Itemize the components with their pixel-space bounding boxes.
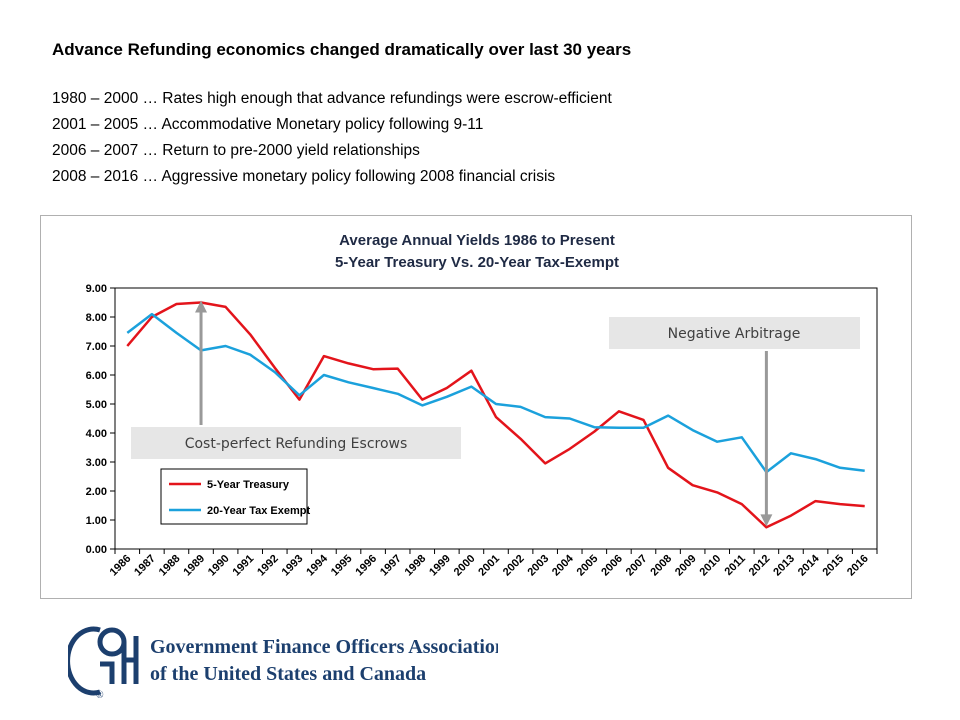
period-item: 2001 – 2005 … Accommodative Monetary pol… [52, 116, 484, 133]
x-tick-label: 1989 [181, 553, 207, 579]
legend-box [160, 468, 308, 525]
x-tick-label: 1996 [353, 553, 379, 579]
gfoa-logo: ® Government Finance Officers Associatio… [65, 620, 506, 701]
callout-box-negative [609, 317, 860, 349]
x-tick-label: 1991 [231, 553, 257, 579]
x-tick-label: 2004 [550, 552, 576, 578]
gfoa-emblem-icon: ® Government Finance Officers Associatio… [65, 626, 506, 701]
chart-callouts: Cost-perfect Refunding Escrows Negative … [131, 300, 860, 527]
y-tick-label: 4.00 [86, 428, 107, 440]
x-tick-label: 2002 [501, 553, 527, 579]
x-tick-label: 2000 [452, 553, 478, 579]
x-tick-label: 2015 [820, 553, 846, 579]
y-tick-label: 5.00 [86, 399, 107, 411]
chart-legend: 5-Year Treasury 20-Year Tax Exempt [160, 468, 310, 525]
callout-box-escrows [131, 427, 461, 459]
arrow-head-down-icon [760, 514, 773, 527]
x-tick-label: 1997 [378, 553, 404, 579]
chart-title: Average Annual Yields 1986 to Present [339, 232, 615, 249]
x-tick-label: 1986 [108, 553, 134, 579]
chart-subtitle: 5-Year Treasury Vs. 20-Year Tax-Exempt [335, 254, 619, 271]
slide-title: Advance Refunding economics changed dram… [52, 40, 632, 59]
legend-label-treasury: 5-Year Treasury [207, 479, 290, 491]
x-tick-label: 2010 [698, 553, 724, 579]
y-tick-label: 3.00 [86, 457, 107, 469]
legend-label-tax-exempt: 20-Year Tax Exempt [207, 505, 310, 517]
callout-negative-arbitrage: Negative Arbitrage [668, 326, 801, 342]
period-item: 2006 – 2007 … Return to pre-2000 yield r… [52, 142, 420, 159]
period-item: 1980 – 2000 … Rates high enough that adv… [52, 90, 612, 107]
x-tick-label: 2013 [771, 553, 797, 579]
x-tick-label: 1999 [427, 553, 453, 579]
callout-escrows: Cost-perfect Refunding Escrows [185, 436, 408, 452]
registered-mark: ® [96, 690, 104, 700]
plot-area [114, 287, 878, 550]
y-tick-label: 7.00 [86, 341, 107, 353]
y-tick-label: 1.00 [86, 515, 107, 527]
arrow-head-up-icon [195, 300, 208, 313]
x-tick-label: 2001 [476, 553, 502, 579]
x-tick-label: 2006 [599, 553, 625, 579]
x-tick-label: 1994 [304, 552, 330, 578]
x-tick-label: 1988 [157, 553, 183, 579]
x-tick-label: 2005 [575, 553, 601, 579]
x-tick-label: 1995 [329, 553, 355, 579]
x-tick-label: 2012 [747, 553, 773, 579]
yield-chart: Average Annual Yields 1986 to Present 5-… [40, 215, 912, 599]
x-tick-label: 2003 [525, 553, 551, 579]
x-tick-label: 2007 [624, 553, 650, 579]
x-tick-label: 2011 [723, 553, 748, 578]
chart-canvas: Average Annual Yields 1986 to Present 5-… [86, 232, 878, 579]
x-tick-label: 2014 [796, 552, 822, 578]
y-tick-label: 0.00 [86, 544, 107, 556]
x-tick-label: 2009 [673, 553, 699, 579]
period-list: 1980 – 2000 … Rates high enough that adv… [52, 86, 612, 190]
x-tick-label: 2016 [845, 553, 871, 579]
chart-series [126, 301, 865, 529]
x-tick-label: 1998 [403, 553, 429, 579]
y-tick-label: 9.00 [86, 283, 107, 295]
x-tick-label: 2008 [648, 553, 674, 579]
x-tick-label: 1987 [132, 553, 158, 579]
y-tick-label: 2.00 [86, 486, 107, 498]
org-name-line2: of the United States and Canada [150, 663, 426, 685]
x-tick-label: 1993 [280, 553, 306, 579]
x-tick-label: 1990 [206, 553, 232, 579]
period-item: 2008 – 2016 … Aggressive monetary policy… [52, 168, 556, 185]
y-tick-label: 6.00 [86, 370, 107, 382]
x-tick-label: 1992 [255, 553, 281, 579]
org-name-line1: Government Finance Officers Association [150, 636, 498, 658]
y-tick-label: 8.00 [86, 312, 107, 324]
